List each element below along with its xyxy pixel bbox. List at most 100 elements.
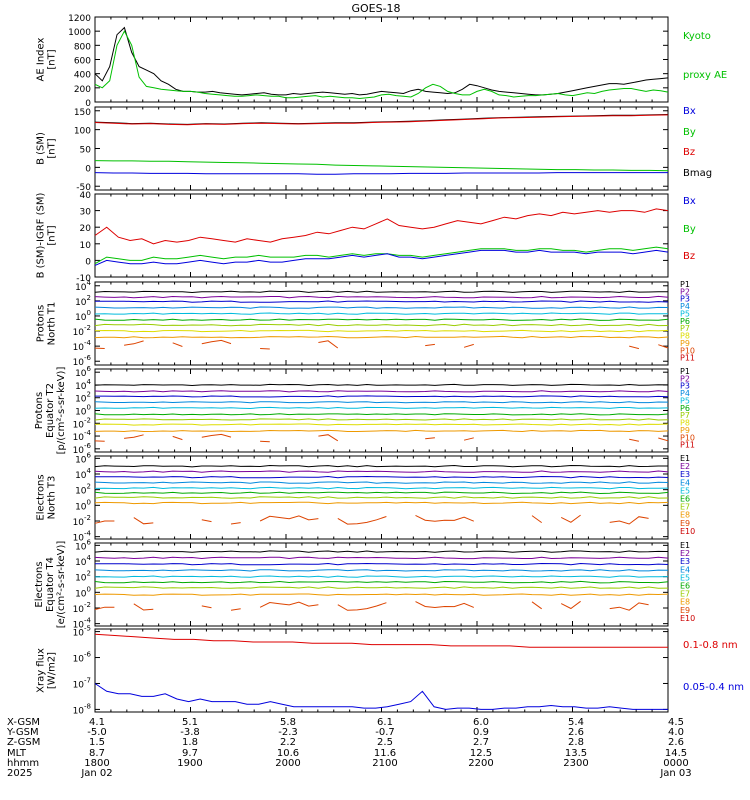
legend-label: E9 [680,606,690,615]
flux-trace-p6 [94,413,669,416]
y-tick-label: 100 [74,127,91,137]
series-line-bx [94,172,668,175]
orbit-cell: 1.5 [89,737,105,748]
flux-trace-p10 [94,433,669,443]
y-tick-label: 1000 [68,28,91,38]
y-tick-label: 800 [74,42,91,52]
flux-trace-p7 [94,323,669,327]
series-line-by [94,160,669,172]
legend-label: proxy AE [683,70,727,81]
flux-trace-e8 [94,501,669,505]
orbit-cell: Jan 02 [80,768,112,779]
legend-label: E4 [680,478,690,487]
orbit-cell: -3.8 [180,727,200,738]
flux-trace-p10 [94,339,669,350]
flux-trace-p8 [94,423,669,426]
legend-label: Bx [683,106,696,117]
y-tick-label: 10-6 [73,651,92,665]
legend-label: E9 [680,519,690,528]
y-tick-label: 100 [75,498,91,512]
y-tick-label: 104 [75,554,91,568]
y-tick-label: 0 [85,99,91,109]
legend-label: Bmag [683,168,712,179]
orbit-cell: 2.6 [568,727,584,738]
panel-frame [94,106,669,191]
flux-trace-e4 [94,481,669,484]
legend-label: E1 [680,541,690,550]
legend-label: By [683,224,696,235]
flux-trace-e7 [94,496,669,499]
flux-trace-e9 [94,600,649,611]
flux-trace-e9 [94,514,649,525]
legend-label: P4 [680,389,690,398]
orbit-cell: -2.3 [278,727,298,738]
y-tick-label: 10-5 [73,625,91,639]
legend-label: P2 [680,374,690,383]
y-tick-label: 10-2 [73,601,91,615]
legend-label: Bz [683,251,695,262]
orbit-cell: 1900 [177,758,202,769]
legend-label: P8 [680,332,690,341]
flux-trace-e3 [95,562,669,566]
flux-trace-e8 [94,593,669,596]
legend-label: E8 [680,511,690,520]
series-line-0-05-0-4-nm [94,683,668,710]
orbit-cell: 2000 [275,758,300,769]
y-tick-label: 10-4 [73,530,92,544]
flux-trace-p5 [94,312,669,315]
panel-bsm: -50 0 50 100 150 B (SM) [nT] Bx By Bz Bmag [36,106,713,193]
y-axis-label: Electrons [36,474,47,520]
orbit-cell: 1800 [84,758,109,769]
y-axis-label: AE Index [36,37,47,81]
orbit-cell: 0.9 [473,727,489,738]
orbit-cell: 2.8 [568,737,584,748]
flux-trace-p9 [94,335,669,339]
legend-label: E6 [680,582,690,591]
legend-label: E5 [680,486,690,495]
y-tick-label: 106 [75,538,91,552]
legend-label: P5 [680,396,690,405]
flux-trace-e3 [95,475,669,479]
y-tick-label: 104 [75,467,91,481]
legend-label: E5 [680,573,690,582]
y-tick-label: 106 [75,365,91,379]
y-axis-label: B (SM) [36,132,47,165]
orbit-cell: 12.5 [470,748,492,759]
legend-label: E8 [680,598,690,607]
panel-frame [94,281,669,366]
orbit-cell: 9.7 [182,748,198,759]
y-tick-label: 100 [75,585,91,599]
y-tick-label: 102 [75,570,91,584]
flux-trace-p6 [94,318,669,321]
orbit-cell: 1.8 [182,737,198,748]
y-tick-label: 10-2 [73,514,91,528]
orbit-cell: 2.5 [377,737,393,748]
y-tick-label: 50 [80,146,92,156]
series-line-by [94,246,669,265]
orbit-table: X-GSMY-GSMZ-GSMMLThhmm20254.1-5.01.58.71… [6,717,692,779]
flux-trace-p8 [94,329,669,333]
series-line-bx [94,249,669,266]
legend-label: E4 [680,565,690,574]
orbit-cell: 5.8 [280,717,296,728]
series-line-themis-ae [94,26,669,96]
y-tick-label: 30 [80,208,92,218]
y-tick-label: 10-2 [73,416,91,430]
y-axis-label: Protons [34,392,45,429]
legend-label: Bz [683,147,695,158]
y-tick-label: 10-6 [73,442,92,456]
orbit-cell: 2300 [563,758,588,769]
legend-label: P11 [680,441,695,450]
series-line-0-1-0-8-nm [94,633,668,648]
flux-trace-e6 [94,580,669,584]
y-tick-label: 1200 [68,14,91,24]
y-tick-label: -50 [76,183,91,193]
y-axis-label: [nT] [47,138,58,158]
y-tick-label: 102 [75,391,91,405]
y-tick-label: 100 [75,309,91,323]
y-tick-label: 150 [74,108,91,118]
series-line-bz [94,114,669,126]
